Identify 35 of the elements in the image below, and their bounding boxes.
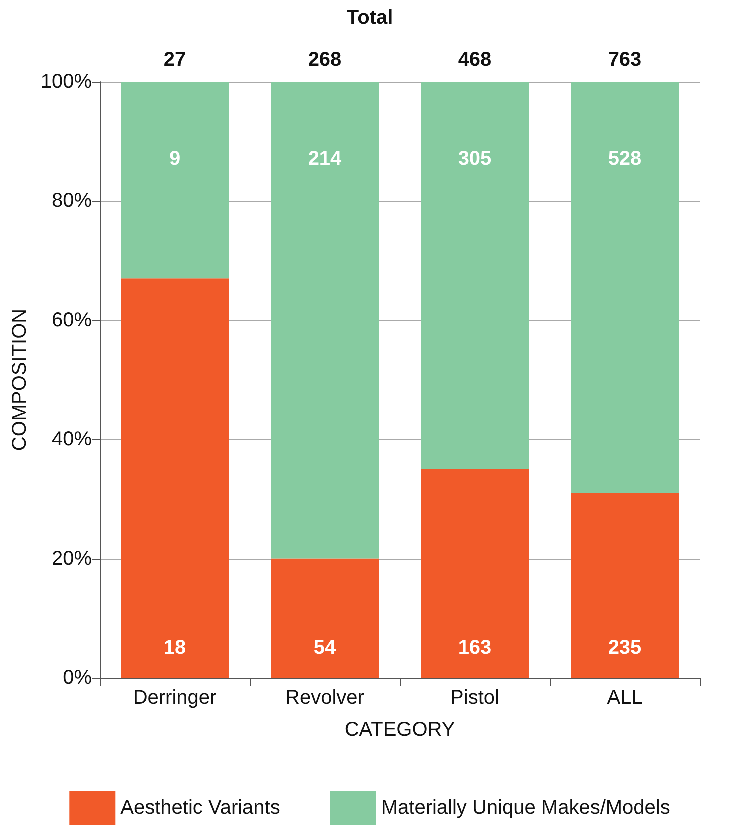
legend-label: Materially Unique Makes/Models — [381, 797, 670, 819]
bar — [571, 493, 679, 678]
x-tick-label: Derringer — [133, 687, 218, 709]
annotation: 763 — [608, 49, 642, 71]
y-axis-title: COMPOSITION — [8, 308, 31, 452]
annotation: 18 — [164, 637, 186, 659]
y-tick-label: 0% — [63, 667, 92, 689]
bar — [271, 558, 379, 678]
x-tick-label: ALL — [607, 687, 643, 709]
bar — [421, 469, 529, 678]
y-tick-label: 80% — [52, 190, 92, 212]
annotation: 54 — [314, 637, 337, 659]
annotation: 528 — [608, 148, 642, 170]
x-tick-label: Revolver — [286, 687, 365, 709]
x-tick-label: Pistol — [450, 687, 500, 709]
y-tick-label: 20% — [52, 548, 92, 570]
legend-label: Aesthetic Variants — [120, 797, 280, 819]
bar — [271, 82, 379, 559]
annotation: 9 — [169, 148, 181, 170]
text: Total — [346, 7, 394, 29]
annotation: 468 — [458, 49, 492, 71]
annotation: 235 — [608, 637, 642, 659]
annotation: 305 — [458, 148, 492, 170]
y-tick-label: 60% — [52, 309, 92, 332]
y-tick-label: 100% — [40, 71, 92, 93]
annotation: 27 — [164, 49, 186, 71]
annotation: 268 — [308, 49, 342, 71]
bar — [121, 82, 229, 279]
bar — [121, 278, 229, 678]
annotation: 214 — [308, 148, 343, 170]
y-tick-label: 40% — [52, 428, 92, 451]
bar — [421, 82, 529, 470]
bar — [571, 82, 679, 494]
annotation: 163 — [458, 637, 492, 659]
x-axis-title: CATEGORY — [344, 719, 456, 741]
